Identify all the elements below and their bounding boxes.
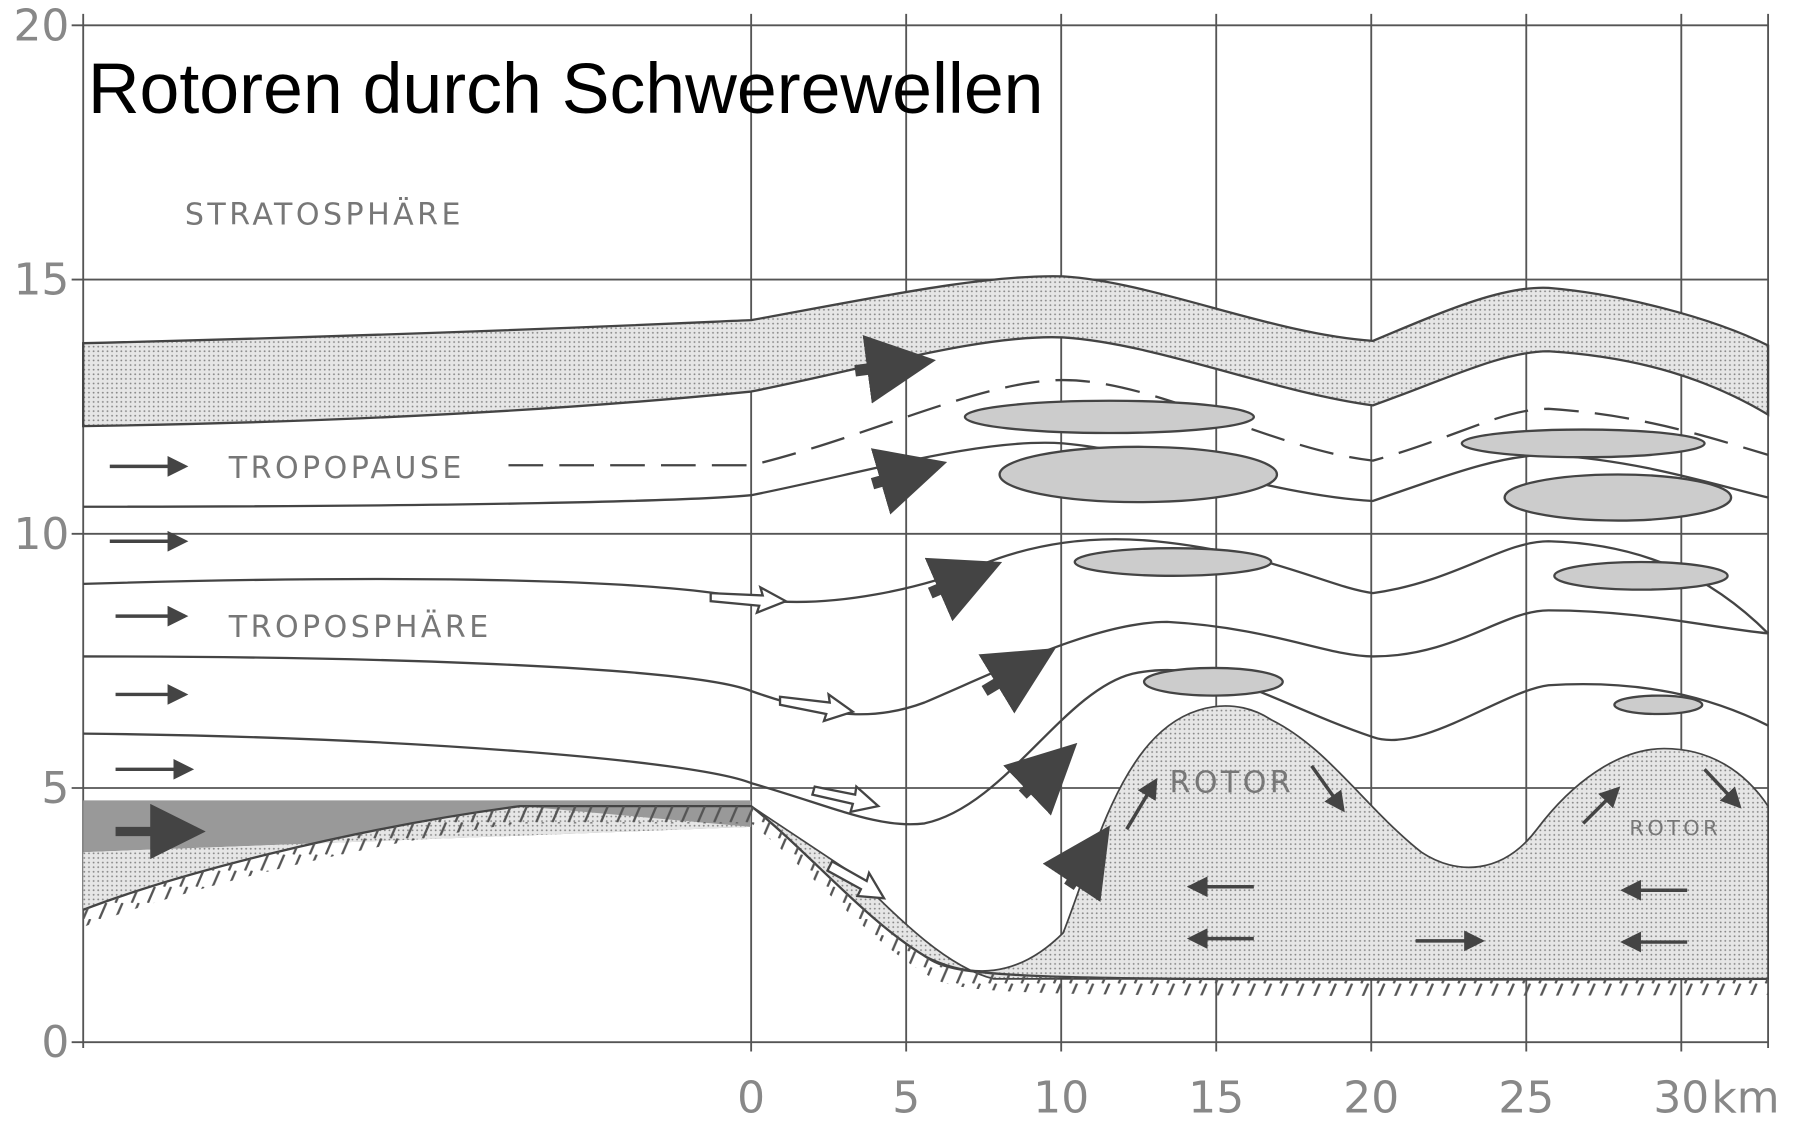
y-tick-label: 10 (13, 509, 69, 560)
x-tick-label: 20 (1343, 1073, 1399, 1124)
stratosphere-label: STRATOSPHÄRE (185, 197, 464, 233)
x-tick-label: 10 (1033, 1073, 1089, 1124)
y-tick-label: 0 (41, 1017, 69, 1068)
y-tick-label: 5 (41, 763, 69, 814)
rotor-label: ROTOR (1169, 765, 1294, 800)
x-axis-unit: km (1711, 1073, 1779, 1124)
title: Rotoren durch Schwerewellen (88, 49, 1044, 129)
troposphere-label: TROPOSPHÄRE (228, 609, 492, 645)
rotor-label: ROTOR (1629, 816, 1721, 840)
y-tick-label: 15 (13, 255, 69, 306)
diagram: STRATOSPHÄRE TROPOPAUSE TROPOSPHÄRE ROTO… (0, 0, 1812, 1124)
x-tick-label: 15 (1188, 1073, 1244, 1124)
x-tick-label: 5 (892, 1073, 920, 1124)
rotor-region (751, 706, 1768, 979)
x-tick-label: 0 (737, 1073, 765, 1124)
lenticular-clouds (965, 401, 1731, 714)
x-tick-label: 25 (1498, 1073, 1554, 1124)
y-tick-label: 20 (13, 0, 69, 51)
tropopause-label: TROPOPAUSE (228, 451, 465, 486)
x-tick-label: 30 (1653, 1073, 1709, 1124)
page: STRATOSPHÄRE TROPOPAUSE TROPOSPHÄRE ROTO… (0, 0, 1812, 1124)
stratosphere-band (83, 276, 1768, 426)
